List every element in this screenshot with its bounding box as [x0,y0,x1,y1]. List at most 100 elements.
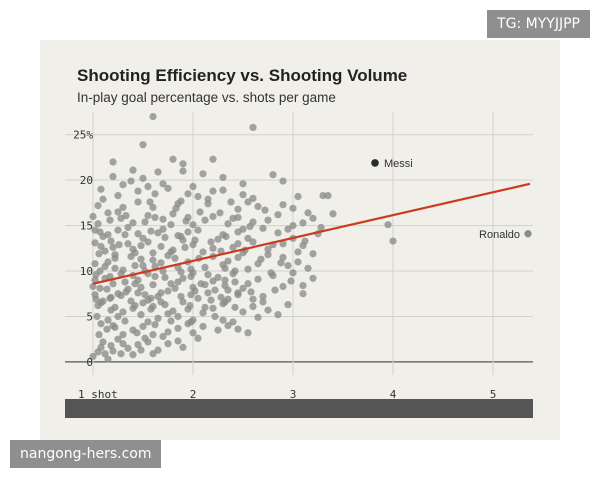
data-point [294,248,302,256]
y-tick-label: 20 [80,174,93,187]
data-point [101,262,109,271]
data-point [186,301,194,310]
data-point [139,261,147,270]
data-point [177,232,185,241]
data-point [151,190,159,198]
data-point [271,286,279,294]
data-point [124,223,132,232]
data-point [264,245,272,253]
data-point [224,321,232,330]
data-point [111,303,119,311]
data-point [182,217,190,225]
data-point [137,255,145,263]
data-point [231,303,239,311]
data-point [134,198,142,206]
data-point [122,288,130,296]
data-point [119,308,127,316]
data-point [129,219,137,227]
data-point [99,338,107,346]
data-point [114,208,122,216]
y-tick-label: 10 [80,265,93,278]
data-point [239,191,247,199]
data-point [133,329,141,337]
data-point [189,182,197,191]
data-point [119,181,127,189]
ronaldo-label: Ronaldo [479,229,520,241]
data-point [144,238,152,246]
data-point [137,283,145,291]
data-point [244,234,252,242]
data-point [179,274,187,282]
y-tick-label: 0 [86,356,93,369]
data-point [179,167,187,175]
data-point [147,294,155,302]
data-point [149,350,157,358]
x-tick-label: 4 [390,388,397,401]
data-point [249,194,257,202]
data-point [99,195,107,203]
data-point [91,260,99,268]
data-point [149,331,157,339]
data-point [95,250,103,258]
data-point [249,295,257,303]
data-point [189,329,197,337]
data-point [151,213,159,222]
chart-title: Shooting Efficiency vs. Shooting Volume [77,66,407,85]
data-point [234,240,242,248]
data-point [139,234,147,242]
data-point [201,216,209,224]
data-point [89,212,97,221]
data-point [122,212,130,220]
data-point [257,255,265,263]
data-point [199,322,207,331]
data-point [89,282,97,291]
data-point [151,272,159,281]
data-point [159,332,167,341]
data-point [239,284,247,292]
data-point [96,267,104,275]
data-point [167,280,175,288]
data-point [211,312,219,321]
data-point [149,203,157,212]
data-point [114,192,122,200]
data-point [221,264,229,272]
data-point [289,221,297,230]
data-point [174,324,182,332]
data-point [131,280,139,288]
data-point [209,187,217,195]
data-point [114,312,122,321]
data-point [209,244,217,252]
data-point [97,299,105,307]
watermark-tag-top: TG: MYYJJPP [487,10,590,38]
data-point [103,285,111,293]
data-point [216,209,224,217]
data-point [231,267,239,275]
data-point [247,288,255,296]
data-point [179,343,187,351]
data-point [254,275,262,283]
data-point [97,185,105,193]
data-point [309,250,317,258]
data-point [207,238,215,246]
data-point [204,271,212,279]
x-tick-label: 5 [490,388,497,401]
data-point [154,314,162,322]
data-point [104,355,112,363]
data-point [284,261,292,270]
data-point [304,264,312,272]
data-point [191,287,199,295]
x-tick-label: 3 [290,388,297,401]
data-point [277,259,285,267]
data-point [204,195,212,203]
data-point [244,280,252,288]
data-point [149,281,157,289]
data-point [157,298,165,306]
data-point [267,269,275,277]
data-point [279,201,287,209]
y-tick-label: 5 [86,310,93,323]
data-point [234,205,242,213]
data-point [249,302,257,311]
data-point [196,208,204,216]
data-point [94,202,102,210]
data-point [219,316,227,324]
